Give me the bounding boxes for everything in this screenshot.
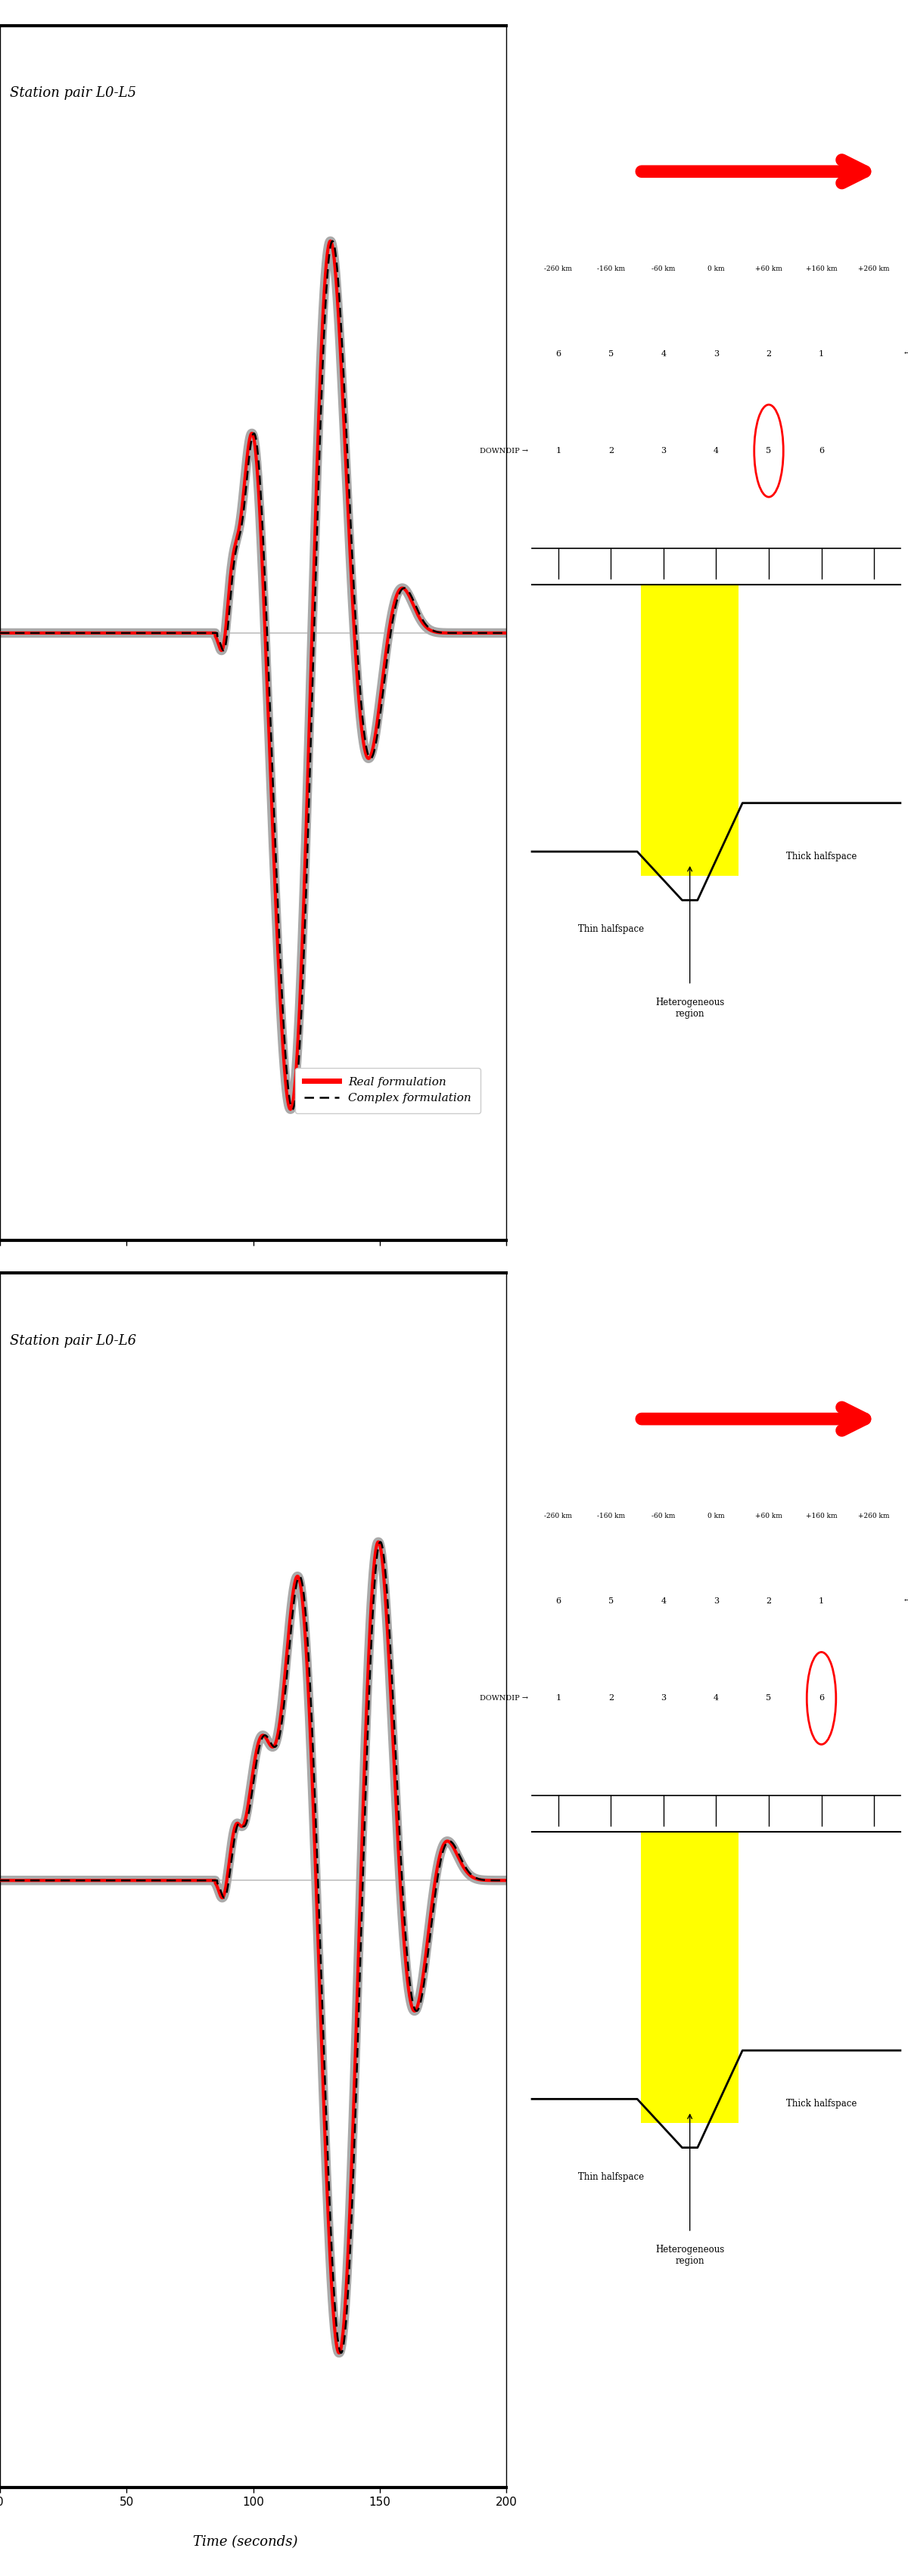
Text: Station pair L0-L5: Station pair L0-L5 xyxy=(10,88,136,100)
Text: 2: 2 xyxy=(608,448,614,453)
Bar xyxy=(641,585,738,876)
Text: 6: 6 xyxy=(819,1695,824,1703)
Text: Time (seconds): Time (seconds) xyxy=(192,2535,298,2548)
Text: 4: 4 xyxy=(661,1597,666,1605)
Text: 0 km: 0 km xyxy=(707,265,725,273)
Text: Heterogeneous
region: Heterogeneous region xyxy=(656,2244,725,2267)
Text: 5: 5 xyxy=(608,350,614,358)
Text: -60 km: -60 km xyxy=(652,265,676,273)
Text: 4: 4 xyxy=(714,1695,719,1703)
Text: 5: 5 xyxy=(766,1695,772,1703)
Text: 6: 6 xyxy=(556,1597,561,1605)
Text: DOWNDIP →: DOWNDIP → xyxy=(479,448,528,453)
Text: Thick halfspace: Thick halfspace xyxy=(786,2099,857,2110)
Text: 5: 5 xyxy=(766,448,772,453)
Text: 2: 2 xyxy=(766,1597,772,1605)
Text: -260 km: -260 km xyxy=(544,265,572,273)
Text: -60 km: -60 km xyxy=(652,1512,676,1520)
Text: +260 km: +260 km xyxy=(858,1512,890,1520)
Text: 3: 3 xyxy=(714,350,719,358)
Text: 4: 4 xyxy=(714,448,719,453)
Text: 3: 3 xyxy=(714,1597,719,1605)
Text: +160 km: +160 km xyxy=(805,1512,837,1520)
Text: Thin halfspace: Thin halfspace xyxy=(577,925,644,935)
Text: 6: 6 xyxy=(819,448,824,453)
Text: 1: 1 xyxy=(556,1695,561,1703)
Text: Thick halfspace: Thick halfspace xyxy=(786,853,857,860)
Text: DOWNDIP →: DOWNDIP → xyxy=(479,1695,528,1703)
Text: 2: 2 xyxy=(608,1695,614,1703)
Text: +260 km: +260 km xyxy=(858,265,890,273)
Text: +60 km: +60 km xyxy=(755,265,783,273)
Text: ← UPDIP: ← UPDIP xyxy=(904,1597,908,1605)
Text: 2: 2 xyxy=(766,350,772,358)
Text: 1: 1 xyxy=(819,350,824,358)
Text: Station pair L0-L6: Station pair L0-L6 xyxy=(10,1334,136,1347)
Text: ← UPDIP: ← UPDIP xyxy=(904,350,908,358)
Text: 4: 4 xyxy=(661,350,666,358)
Text: 1: 1 xyxy=(819,1597,824,1605)
Text: 0 km: 0 km xyxy=(707,1512,725,1520)
Text: -160 km: -160 km xyxy=(597,1512,625,1520)
Text: Heterogeneous
region: Heterogeneous region xyxy=(656,997,725,1018)
Legend: Real formulation, Complex formulation: Real formulation, Complex formulation xyxy=(295,1066,480,1113)
Text: -260 km: -260 km xyxy=(544,1512,572,1520)
Text: 1: 1 xyxy=(556,448,561,453)
Text: 3: 3 xyxy=(661,1695,666,1703)
Text: +60 km: +60 km xyxy=(755,1512,783,1520)
Text: 3: 3 xyxy=(661,448,666,453)
Text: Thin halfspace: Thin halfspace xyxy=(577,2172,644,2182)
Text: +160 km: +160 km xyxy=(805,265,837,273)
Text: 5: 5 xyxy=(608,1597,614,1605)
Text: -160 km: -160 km xyxy=(597,265,625,273)
Text: 6: 6 xyxy=(556,350,561,358)
Bar xyxy=(641,1832,738,2123)
